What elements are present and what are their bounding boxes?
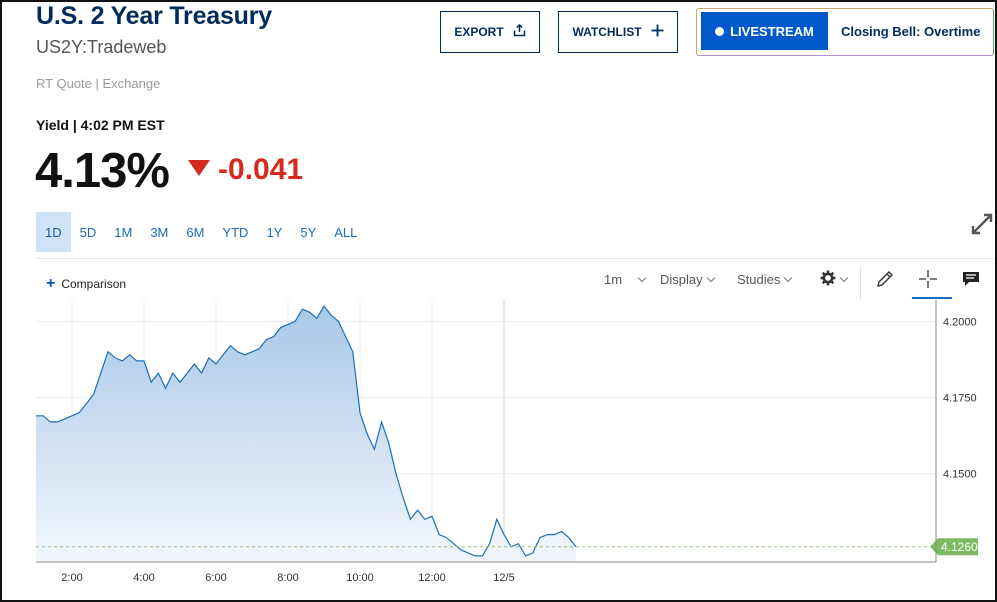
closing-bell-link[interactable]: Closing Bell: Overtime	[841, 24, 981, 39]
x-tick-label: 12:00	[418, 572, 446, 584]
plus-icon: +	[46, 275, 56, 292]
display-dropdown[interactable]: Display	[660, 272, 715, 287]
series-line	[36, 305, 577, 557]
comparison-label: Comparison	[61, 277, 127, 291]
x-tick-label: 6:00	[205, 572, 226, 584]
y-tick-label: 4.1500	[943, 469, 977, 481]
watchlist-label: WATCHLIST	[572, 25, 642, 39]
range-tab-ytd[interactable]: YTD	[222, 224, 249, 240]
down-arrow-icon	[188, 160, 210, 176]
toolbar-divider	[860, 267, 861, 299]
plus-icon	[651, 24, 664, 40]
range-tab-5d[interactable]: 5D	[79, 224, 97, 240]
x-tick-label: 2:00	[61, 572, 82, 584]
live-dot-icon	[715, 26, 725, 36]
range-tabs: 1D 5D 1M 3M 6M YTD 1Y 5Y ALL	[36, 212, 366, 252]
interval-dropdown[interactable]: 1m	[604, 272, 647, 287]
studies-label: Studies	[737, 272, 781, 287]
range-tab-1d[interactable]: 1D	[36, 212, 71, 252]
watchlist-button[interactable]: WATCHLIST	[558, 11, 678, 53]
expand-icon[interactable]	[970, 212, 994, 236]
last-price: 4.13%	[35, 144, 170, 198]
range-tab-1m[interactable]: 1M	[114, 224, 133, 240]
x-tick-label: 10:00	[346, 572, 374, 584]
studies-dropdown[interactable]: Studies	[737, 272, 793, 287]
livestream-button[interactable]: LIVESTREAM	[701, 12, 828, 50]
yield-timestamp: Yield | 4:02 PM EST	[36, 117, 165, 133]
x-tick-label: 4:00	[133, 572, 154, 584]
last-value-label: 4.1260	[941, 540, 978, 554]
comment-icon[interactable]	[958, 266, 984, 292]
page-title: U.S. 2 Year Treasury	[36, 2, 272, 30]
display-label: Display	[660, 272, 703, 287]
x-tick-label: 8:00	[277, 572, 298, 584]
livestream-panel	[696, 8, 994, 56]
y-tick-label: 4.2000	[943, 316, 977, 328]
range-tab-all[interactable]: ALL	[334, 224, 358, 240]
divider	[36, 258, 994, 259]
y-tick-label: 4.1750	[943, 392, 977, 404]
share-icon	[513, 23, 526, 40]
export-label: EXPORT	[454, 25, 504, 39]
quote-source: RT Quote | Exchange	[36, 76, 161, 91]
series-area	[36, 306, 576, 562]
active-tool-indicator	[912, 297, 952, 299]
pencil-icon[interactable]	[872, 266, 898, 292]
range-tab-1y[interactable]: 1Y	[266, 224, 283, 240]
livestream-label: LIVESTREAM	[730, 23, 814, 39]
price-change: -0.041	[218, 153, 304, 186]
range-tab-3m[interactable]: 3M	[150, 224, 169, 240]
gear-icon	[820, 270, 836, 289]
range-tab-6m[interactable]: 6M	[186, 224, 205, 240]
interval-label: 1m	[604, 272, 623, 287]
settings-dropdown[interactable]	[820, 270, 849, 289]
export-button[interactable]: EXPORT	[440, 11, 540, 53]
x-tick-label: 12/5	[493, 572, 514, 584]
comparison-button[interactable]: + Comparison	[46, 275, 126, 293]
symbol-label: US2Y:Tradeweb	[36, 37, 167, 57]
range-tab-5y[interactable]: 5Y	[300, 224, 317, 240]
last-value-badge: 4.1260	[930, 538, 978, 556]
crosshair-icon[interactable]	[915, 266, 941, 292]
